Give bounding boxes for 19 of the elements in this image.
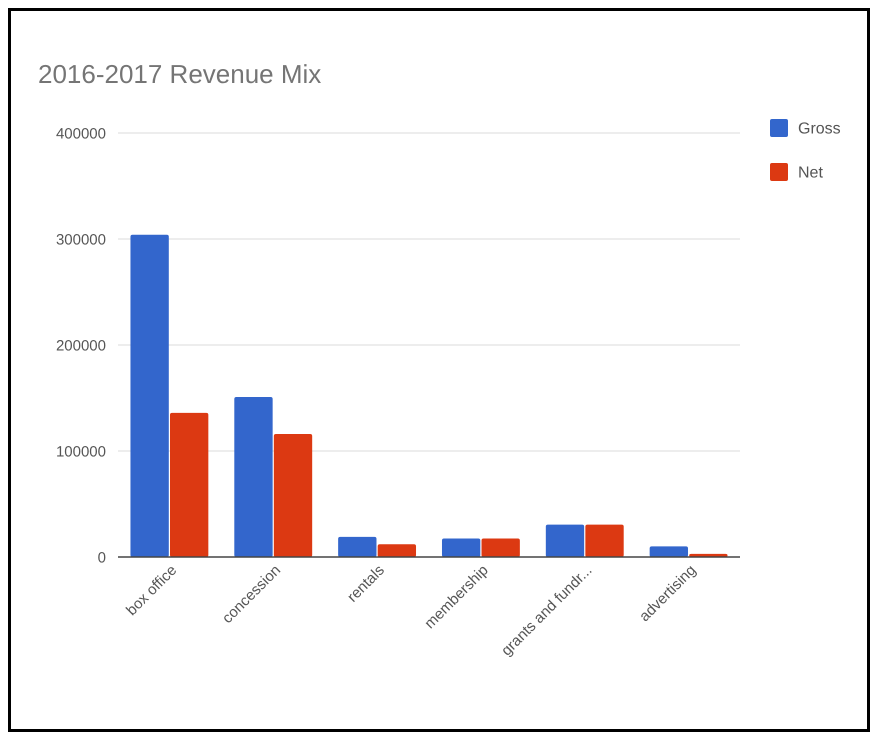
y-tick-label: 100000 (56, 443, 106, 460)
bar (442, 538, 480, 557)
bar (482, 538, 520, 557)
y-tick-label: 200000 (56, 337, 106, 354)
bar (585, 524, 624, 557)
bar (234, 396, 273, 557)
chart-title: 2016-2017 Revenue Mix (38, 59, 322, 89)
legend-label: Net (798, 164, 824, 182)
bar (650, 546, 688, 557)
bar (170, 412, 208, 557)
bar (546, 524, 584, 557)
legend-label: Gross (798, 120, 841, 138)
bar (130, 234, 169, 557)
y-tick-label: 400000 (56, 125, 106, 142)
bar (338, 536, 376, 557)
bar (378, 544, 416, 557)
bar (274, 434, 312, 557)
y-tick-label: 300000 (56, 231, 106, 248)
y-tick-label: 0 (98, 549, 106, 566)
